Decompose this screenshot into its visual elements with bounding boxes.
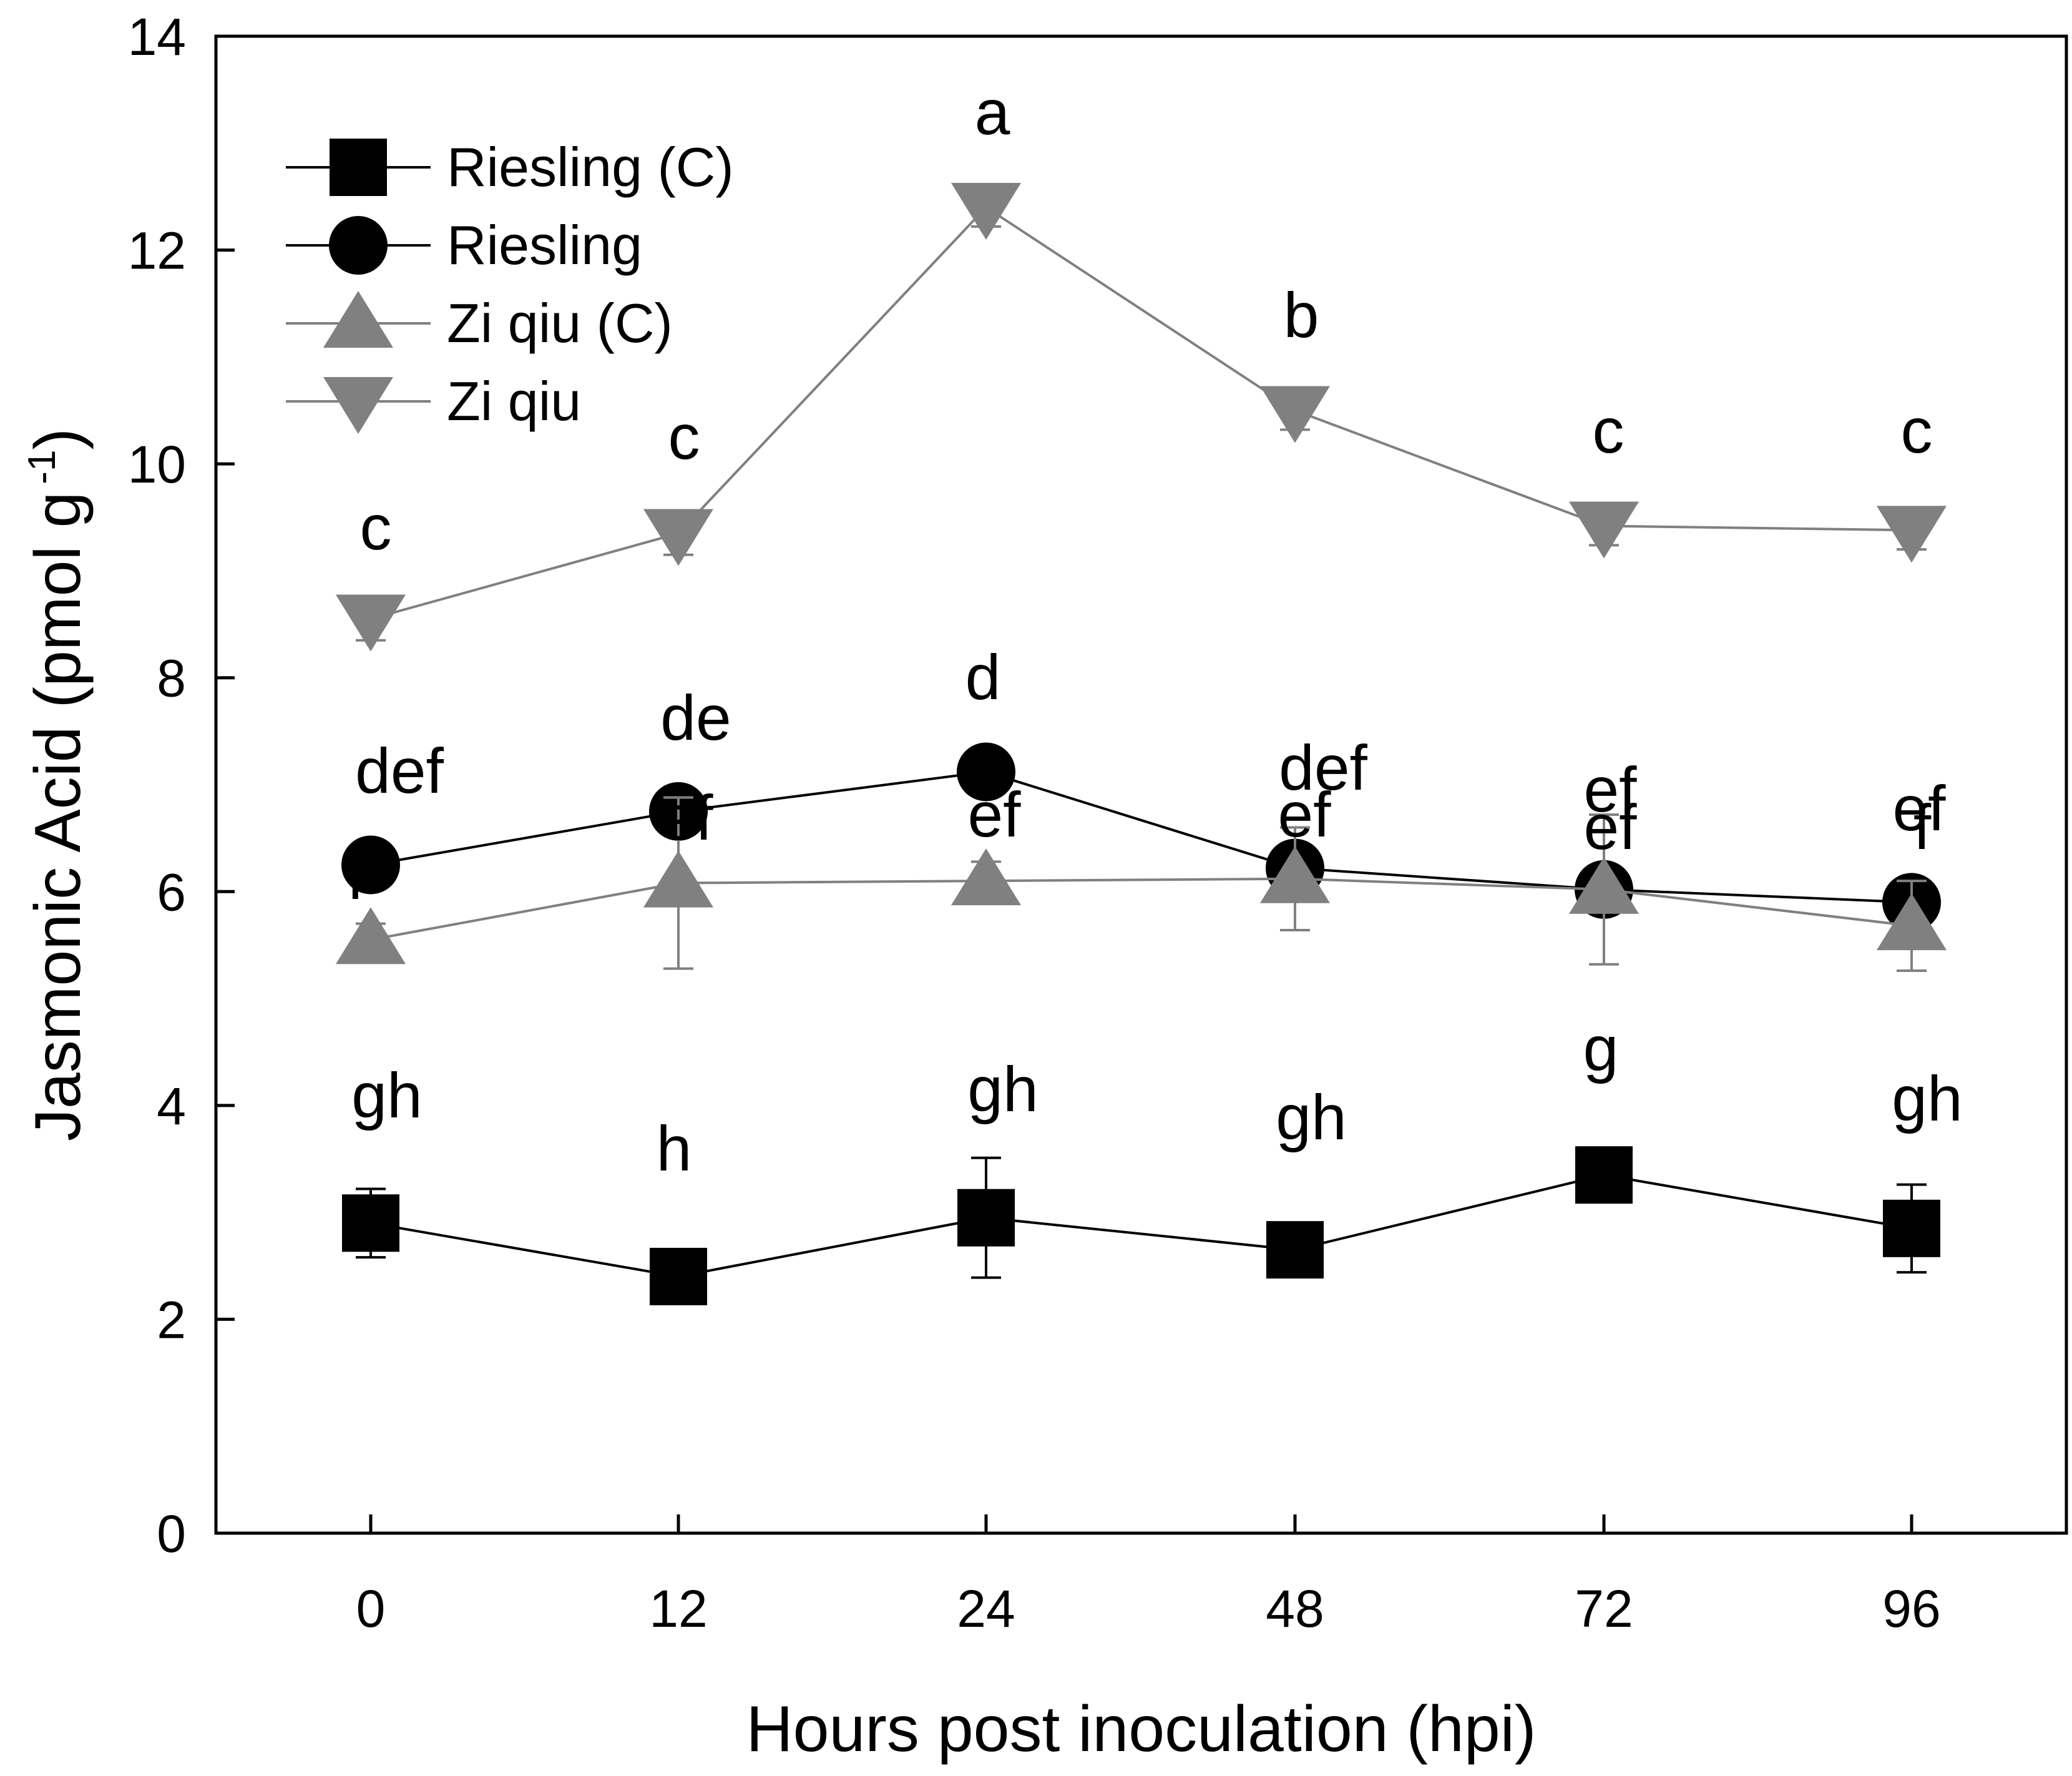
y-tick-label: 10 — [128, 435, 186, 494]
significance-letter: d — [965, 642, 1001, 713]
data-point — [336, 907, 406, 964]
legend-entry: Riesling — [286, 214, 642, 276]
significance-letter: def — [1279, 732, 1367, 803]
data-point — [1575, 1146, 1633, 1204]
data-point — [951, 183, 1021, 240]
data-point — [1260, 386, 1330, 443]
legend-marker — [323, 291, 393, 348]
plot-frame — [214, 34, 2068, 1535]
y-tick-label: 12 — [128, 222, 186, 280]
legend-entry: Zi qiu — [286, 370, 581, 434]
x-axis-title: Hours post inoculation (hpi) — [746, 1693, 1537, 1765]
legend-entry: Zi qiu (C) — [286, 291, 673, 354]
data-point — [650, 1247, 707, 1305]
data-point — [643, 850, 713, 908]
legend-label: Zi qiu — [447, 370, 581, 432]
significance-letter: gh — [351, 1060, 422, 1131]
legend-entry: Riesling (C) — [286, 136, 734, 198]
significance-letter: h — [657, 1113, 692, 1184]
data-point — [957, 1189, 1015, 1247]
data-point — [951, 848, 1021, 906]
series-line — [370, 770, 1912, 904]
significance-letter: ef — [1583, 754, 1637, 825]
legend-label: Zi qiu (C) — [447, 292, 673, 354]
legend-label: Riesling — [447, 214, 642, 276]
data-point — [1877, 506, 1947, 563]
x-tick-label: 12 — [649, 1579, 707, 1638]
significance-letter: c — [668, 401, 700, 473]
significance-letter: g — [1583, 1013, 1619, 1084]
data-point — [1569, 856, 1639, 914]
data-point — [957, 742, 1015, 802]
significance-letter: f — [1913, 792, 1932, 863]
data-point — [1569, 501, 1639, 559]
x-tick-label: 0 — [356, 1579, 386, 1638]
y-axis-title-superscript: -1 — [21, 450, 64, 484]
series-zi-qiu — [336, 183, 1947, 652]
significance-letter: ef — [660, 782, 713, 853]
significance-letter: c — [1593, 395, 1625, 466]
series-line — [370, 877, 1912, 941]
y-axis-title: Jasmonic Acid (pmol g -1) — [21, 428, 94, 1141]
legend-marker — [329, 216, 388, 275]
significance-letter: de — [660, 682, 731, 753]
y-tick-label: 8 — [157, 649, 186, 708]
legend-label: Riesling (C) — [447, 136, 734, 198]
series-line — [370, 1174, 1912, 1278]
significance-letter: a — [975, 77, 1010, 148]
data-point — [342, 1194, 399, 1252]
y-tick-label: 0 — [157, 1504, 186, 1563]
data-point — [341, 835, 400, 895]
x-tick-label: 48 — [1266, 1579, 1324, 1638]
significance-letter: gh — [1892, 1063, 1962, 1134]
y-tick-label: 4 — [157, 1077, 186, 1136]
significance-letter: c — [360, 492, 392, 563]
data-point — [1877, 893, 1947, 951]
significance-letter: ef — [1892, 773, 1946, 844]
data-point — [1266, 1221, 1324, 1279]
significance-letter: ef — [1278, 779, 1331, 850]
significance-letter: gh — [967, 1054, 1038, 1125]
y-axis-title-close: ) — [22, 428, 94, 450]
y-tick-label: 2 — [157, 1290, 186, 1349]
significance-letter: ef — [967, 779, 1021, 850]
significance-letter: def — [355, 735, 444, 807]
data-point — [643, 509, 713, 566]
data-point — [336, 594, 406, 652]
significance-letter: gh — [1276, 1082, 1346, 1153]
series-zi-qiu-c — [336, 796, 1947, 973]
significance-letter: f — [347, 841, 365, 913]
x-tick-label: 96 — [1882, 1579, 1940, 1638]
series-line — [370, 205, 1912, 621]
series-riesling-c — [342, 1146, 1940, 1305]
legend-marker — [330, 139, 387, 196]
y-tick-label: 14 — [128, 7, 186, 66]
significance-letter: b — [1284, 280, 1319, 351]
significance-letter: c — [1901, 395, 1933, 466]
significance-letter: ef — [1583, 792, 1637, 863]
x-tick-label: 72 — [1575, 1579, 1633, 1638]
series-riesling — [341, 742, 1941, 932]
y-tick-label: 6 — [157, 863, 186, 921]
data-point — [1260, 846, 1330, 903]
x-tick-label: 24 — [957, 1579, 1015, 1638]
data-point — [1883, 1199, 1940, 1257]
y-axis-title-main: Jasmonic Acid (pmol g — [22, 492, 94, 1141]
legend-marker — [323, 377, 393, 434]
